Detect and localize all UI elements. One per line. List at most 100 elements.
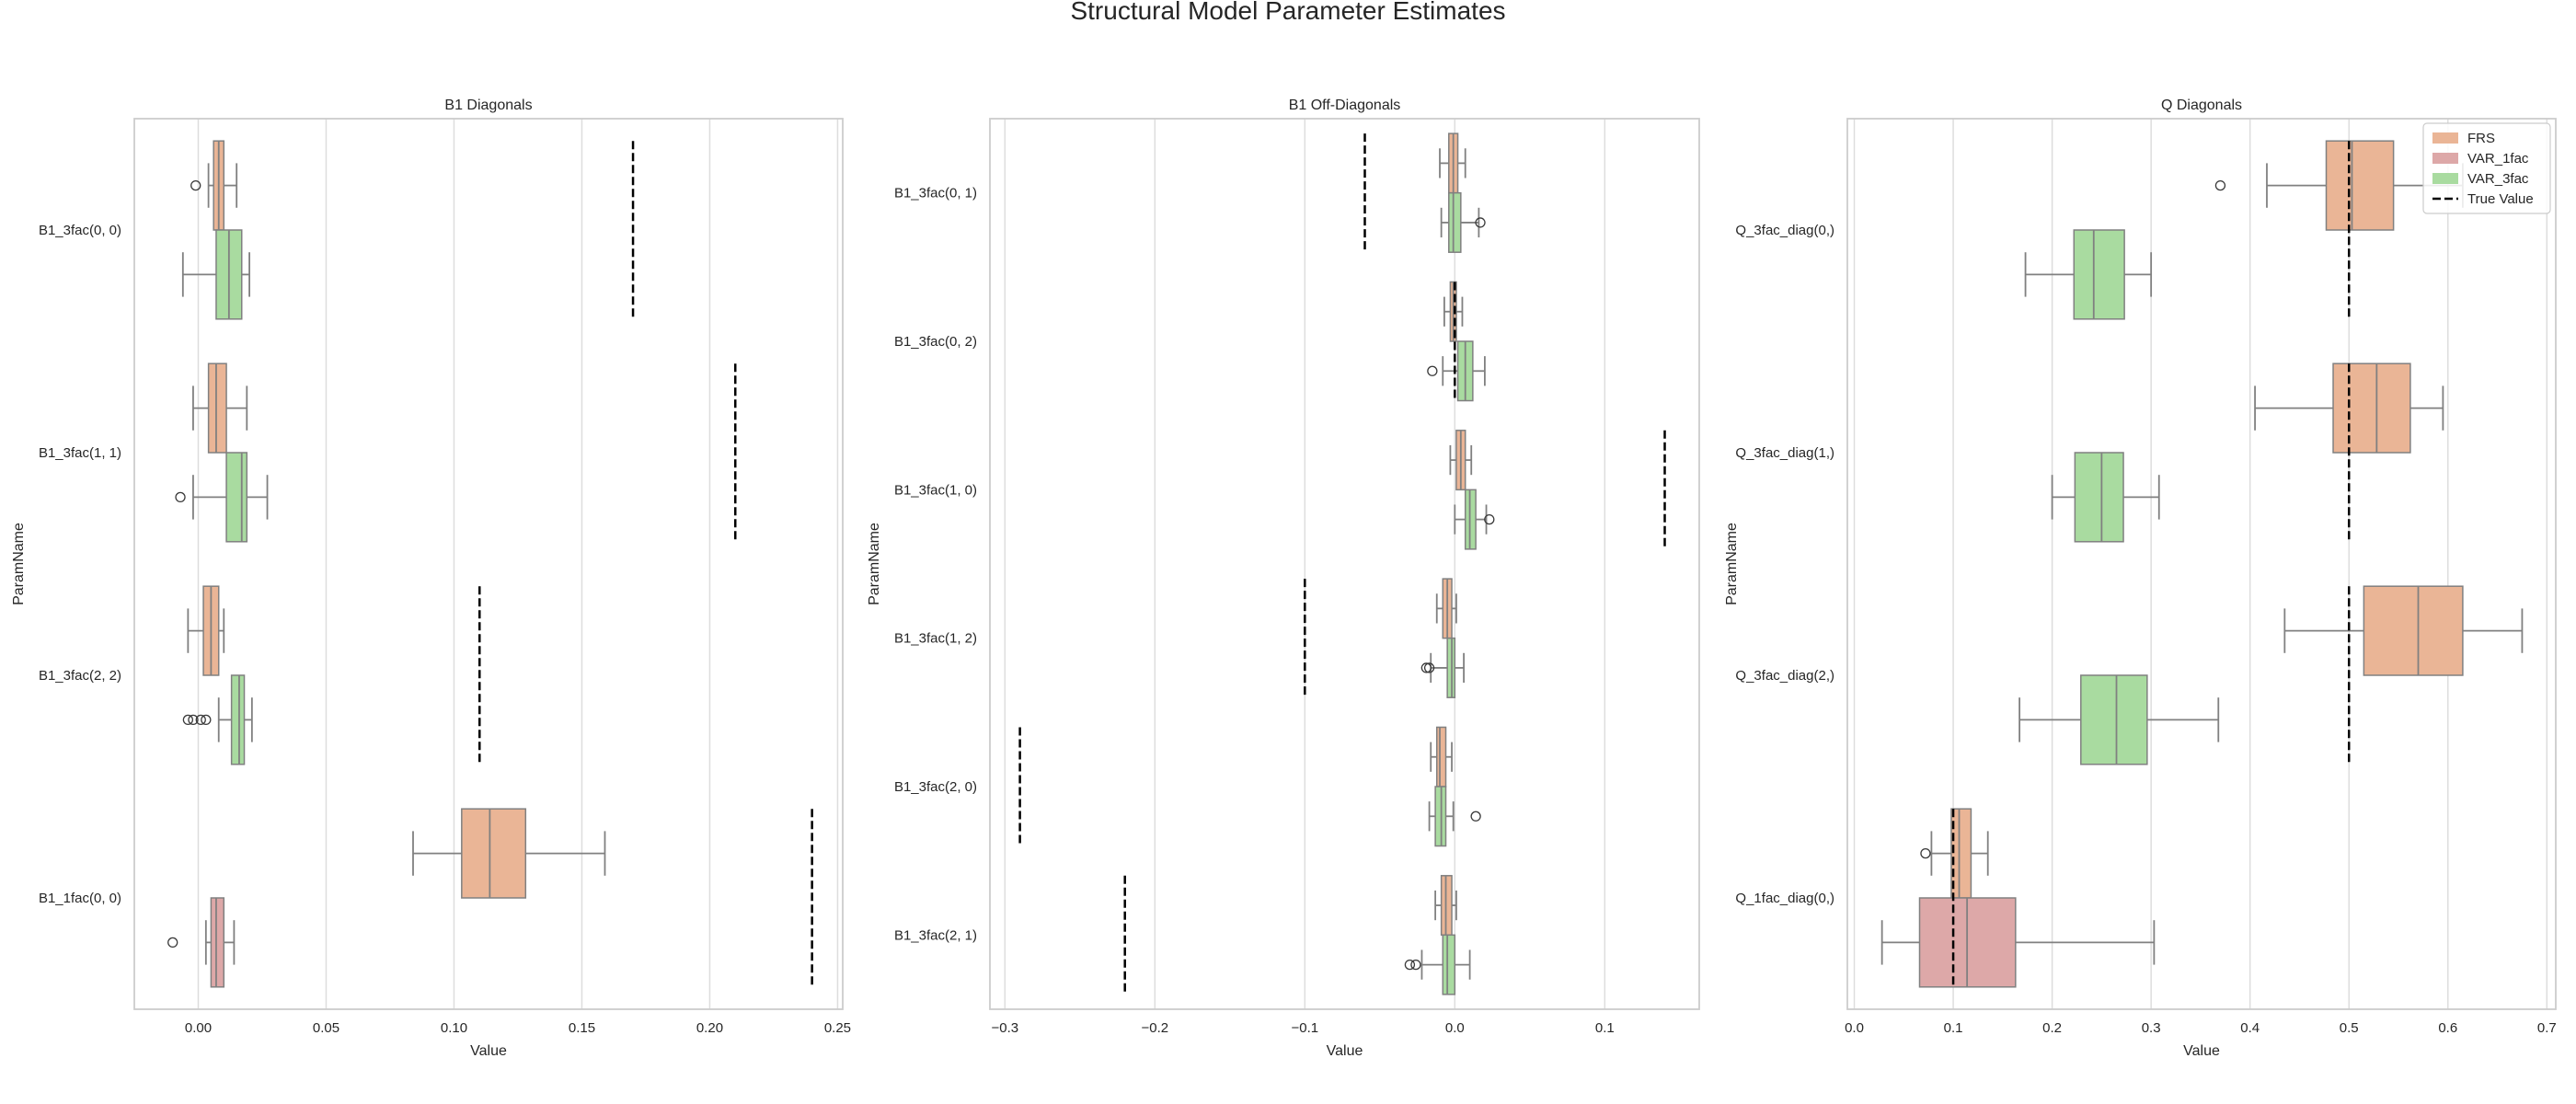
x-tick-label: 0.1 xyxy=(1595,1020,1615,1036)
box-VAR_3fac xyxy=(181,229,250,320)
box-FRS xyxy=(192,362,248,454)
y-tick-label: Q_3fac_diag(1,) xyxy=(1735,445,1834,461)
panel-2: −0.3 −0.2 −0.1 0.0 0.1 B1_3fac(0, 1) B1_3fac(0… xyxy=(867,98,1700,1059)
x-tick-label: 0.1 xyxy=(1944,1020,1963,1036)
box-VAR_3fac xyxy=(175,452,269,543)
legend-swatch xyxy=(2432,132,2458,144)
y-axis-label: ParamName xyxy=(867,523,882,605)
x-axis-label: Value xyxy=(2183,1043,2220,1059)
x-tick-label: 0.20 xyxy=(696,1020,723,1036)
outlier-point xyxy=(1920,847,1931,859)
outlier-point xyxy=(167,937,178,949)
x-axis-label: Value xyxy=(1327,1043,1363,1059)
x-tick-label: 0.5 xyxy=(2340,1020,2359,1036)
box-FRS xyxy=(190,140,238,231)
outlier-point xyxy=(2214,179,2226,191)
x-axis-label: Value xyxy=(470,1043,507,1059)
box-FRS xyxy=(2283,585,2524,676)
box-FRS xyxy=(1439,132,1466,194)
y-tick-label: Q_1fac_diag(0,) xyxy=(1735,891,1834,906)
legend-label: FRS xyxy=(2467,131,2495,146)
outlier-point xyxy=(201,714,212,726)
iqr-box xyxy=(1435,726,1447,788)
x-tick-label: 0.4 xyxy=(2240,1020,2260,1036)
y-tick-label: Q_3fac_diag(2,) xyxy=(1735,668,1834,684)
iqr-box xyxy=(2074,452,2124,543)
iqr-box xyxy=(1448,191,1462,253)
panel-1: 0.00 0.05 0.10 0.15 0.20 0.25 B1_3fac(0, 0) B1_… xyxy=(11,98,851,1059)
box-VAR_3fac xyxy=(1420,637,1465,698)
legend-frame xyxy=(2422,122,2551,214)
box-FRS xyxy=(1435,578,1457,639)
box-FRS xyxy=(1434,875,1457,937)
y-tick-label: B1_3fac(0, 0) xyxy=(39,223,121,238)
iqr-box xyxy=(2332,362,2411,454)
outlier-point xyxy=(195,714,206,726)
x-tick-label: 0.6 xyxy=(2438,1020,2457,1036)
legend-swatch xyxy=(2432,173,2458,184)
box-FRS xyxy=(1430,726,1453,788)
outlier-point xyxy=(182,714,194,726)
box-VAR_1fac xyxy=(1880,897,2156,988)
outlier-point xyxy=(1484,513,1495,525)
outlier-point xyxy=(1423,662,1435,673)
legend-swatch xyxy=(2432,153,2458,164)
panel-title: B1 Off-Diagonals xyxy=(1289,98,1401,113)
iqr-box xyxy=(207,362,227,454)
figure-title: Structural Model Parameter Estimates xyxy=(1070,0,1506,25)
x-tick-label: 0.10 xyxy=(441,1020,467,1036)
box-FRS xyxy=(187,585,225,676)
box-VAR_3fac xyxy=(2024,229,2153,320)
box-FRS xyxy=(1449,430,1473,491)
iqr-box xyxy=(225,452,248,543)
outlier-point xyxy=(188,714,199,726)
x-tick-label: −0.1 xyxy=(1291,1020,1318,1036)
x-tick-label: −0.3 xyxy=(991,1020,1018,1036)
box-FRS xyxy=(1443,281,1464,342)
y-axis-label: ParamName xyxy=(11,523,27,605)
iqr-box xyxy=(230,674,246,765)
panel-3: 0.0 0.1 0.2 0.3 0.4 0.5 0.6 0.7 Q_3fac_diag(0,) Q… xyxy=(1724,98,2557,1059)
panel-title: Q Diagonals xyxy=(2161,98,2242,113)
y-tick-label: B1_3fac(0, 2) xyxy=(894,334,977,350)
box-VAR_3fac xyxy=(2018,674,2220,765)
iqr-box xyxy=(461,808,527,899)
outlier-point xyxy=(1404,959,1416,971)
y-tick-label: B1_3fac(1, 2) xyxy=(894,631,977,647)
panel-title: B1 Diagonals xyxy=(444,98,532,113)
outlier-point xyxy=(1470,811,1481,822)
y-tick-label: B1_3fac(2, 2) xyxy=(39,668,121,684)
box-VAR_3fac xyxy=(1427,340,1486,402)
box-VAR_3fac xyxy=(182,674,253,765)
legend-label: True Value xyxy=(2467,191,2534,207)
outlier-point xyxy=(1420,662,1432,673)
iqr-box xyxy=(2325,140,2395,231)
legend-label: VAR_3fac xyxy=(2467,171,2529,187)
box-FRS xyxy=(2254,362,2444,454)
x-tick-label: 0.0 xyxy=(1845,1020,1864,1036)
y-axis-label: ParamName xyxy=(1724,523,1740,605)
iqr-box xyxy=(2363,585,2464,676)
box-VAR_3fac xyxy=(1404,934,1471,995)
y-tick-label: B1_1fac(0, 0) xyxy=(39,891,121,906)
box-VAR_3fac xyxy=(2051,452,2160,543)
box-VAR_3fac xyxy=(1428,786,1481,847)
box-FRS xyxy=(1920,808,1989,899)
box-VAR_3fac xyxy=(1440,191,1486,253)
iqr-box xyxy=(2080,674,2148,765)
legend-label: VAR_1fac xyxy=(2467,151,2529,167)
iqr-box xyxy=(2073,229,2125,320)
plot-frame xyxy=(989,118,1700,1010)
outlier-point xyxy=(1427,365,1438,376)
box-VAR_1fac xyxy=(167,897,236,988)
y-tick-label: B1_3fac(2, 1) xyxy=(894,927,977,943)
x-tick-label: 0.2 xyxy=(2042,1020,2062,1036)
x-tick-label: −0.2 xyxy=(1141,1020,1168,1036)
outlier-point xyxy=(1475,217,1486,228)
x-tick-label: 0.00 xyxy=(185,1020,212,1036)
iqr-box xyxy=(1442,934,1456,995)
y-tick-label: B1_3fac(0, 1) xyxy=(894,186,977,201)
outlier-point xyxy=(190,179,201,191)
y-tick-label: B1_3fac(2, 0) xyxy=(894,779,977,795)
